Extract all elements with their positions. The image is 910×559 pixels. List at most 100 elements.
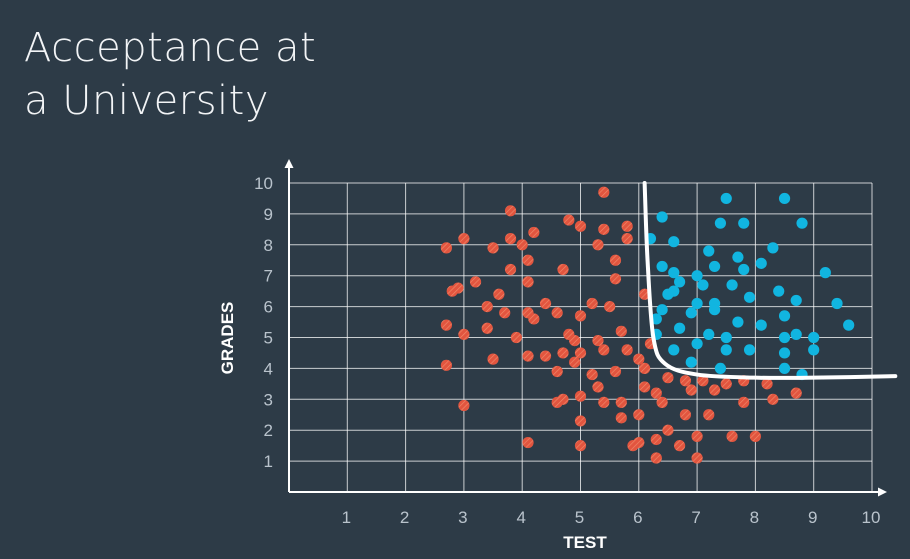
accepted-point <box>668 344 680 356</box>
x-axis-title: TEST <box>563 533 607 552</box>
accepted-point <box>778 310 791 322</box>
accepted-point <box>808 331 820 344</box>
rejected-point <box>650 452 662 464</box>
accepted-point <box>668 285 680 297</box>
accepted-point <box>720 344 732 356</box>
accepted-point <box>703 245 715 257</box>
accepted-point <box>720 331 732 344</box>
rejected-point <box>510 331 522 344</box>
rejected-point <box>481 322 493 334</box>
x-tick-label: 7 <box>691 508 700 527</box>
accepted-point <box>656 260 668 273</box>
rejected-point <box>650 387 662 399</box>
rejected-point <box>604 301 616 313</box>
accepted-point <box>831 297 843 310</box>
rejected-point <box>621 344 633 356</box>
rejected-point <box>528 313 540 325</box>
title-line-1: Acceptance at <box>24 25 317 71</box>
rejected-point <box>720 378 732 390</box>
decision-boundary-layer <box>642 181 898 380</box>
accepted-point <box>656 211 668 223</box>
x-tick-label: 6 <box>633 508 642 527</box>
accepted-point <box>738 263 750 276</box>
rejected-point <box>551 365 563 378</box>
rejected-point <box>708 384 721 396</box>
rejected-point <box>598 223 610 235</box>
x-axis-arrow <box>878 487 887 497</box>
rejected-point <box>499 307 511 319</box>
rejected-point <box>767 393 779 405</box>
accepted-point <box>819 267 831 279</box>
rejected-point <box>627 440 639 452</box>
title-line-2: a University <box>24 78 270 124</box>
accepted-point <box>703 328 715 341</box>
rejected-point <box>481 301 493 313</box>
rejected-point <box>487 242 499 254</box>
accepted-point <box>656 304 668 316</box>
rejected-point <box>504 233 517 245</box>
rejected-point <box>679 375 692 387</box>
rejected-point <box>557 393 569 405</box>
accepted-point <box>743 291 756 303</box>
x-tick-label: 10 <box>862 508 881 527</box>
data-points <box>440 186 855 464</box>
rejected-point <box>487 353 499 365</box>
rejected-point <box>586 368 598 381</box>
rejected-point <box>469 276 482 288</box>
accepted-point <box>674 322 686 334</box>
rejected-point <box>656 396 668 408</box>
accepted-point <box>726 279 738 291</box>
y-tick-label: 3 <box>264 390 273 409</box>
y-tick-label: 7 <box>264 267 273 286</box>
rejected-point <box>551 307 563 319</box>
rejected-point <box>598 186 610 198</box>
accepted-point <box>767 242 779 254</box>
y-axis-arrow <box>284 159 294 168</box>
rejected-point <box>574 220 587 232</box>
accepted-point <box>796 217 808 229</box>
rejected-point <box>539 350 552 362</box>
accepted-point <box>708 260 721 273</box>
accepted-point <box>714 217 727 229</box>
accepted-point <box>778 347 791 359</box>
rejected-point <box>633 409 645 421</box>
accepted-point <box>685 307 697 319</box>
rejected-point <box>516 239 528 251</box>
rejected-point <box>685 384 697 396</box>
rejected-point <box>522 350 534 362</box>
rejected-point <box>592 334 604 347</box>
rejected-point <box>639 362 651 374</box>
accepted-point <box>668 267 680 279</box>
rejected-point <box>586 297 598 310</box>
accepted-point <box>708 304 721 316</box>
rejected-point <box>621 233 633 245</box>
accepted-point <box>843 319 855 331</box>
rejected-point <box>569 334 581 347</box>
x-tick-label: 4 <box>516 508 525 527</box>
accepted-point <box>738 217 750 229</box>
rejected-point <box>569 356 581 368</box>
rejected-point <box>557 347 569 359</box>
rejected-point <box>458 399 470 412</box>
rejected-point <box>761 378 773 390</box>
y-tick-label: 10 <box>254 174 273 193</box>
rejected-point <box>574 440 587 452</box>
accepted-point <box>790 294 802 307</box>
x-tick-label: 9 <box>808 508 817 527</box>
rejected-point <box>539 297 552 310</box>
rejected-point <box>598 396 610 408</box>
rejected-point <box>522 276 534 288</box>
rejected-point <box>522 436 534 449</box>
rejected-point <box>615 396 627 408</box>
rejected-point <box>574 310 587 322</box>
rejected-point <box>679 409 692 421</box>
rejected-point <box>790 387 802 399</box>
rejected-point <box>662 372 674 384</box>
accepted-point <box>755 319 767 331</box>
rejected-point <box>592 239 604 251</box>
rejected-point <box>609 365 622 378</box>
rejected-point <box>615 325 627 337</box>
y-tick-label: 1 <box>264 452 273 471</box>
rejected-point <box>609 254 622 266</box>
rejected-point <box>674 440 686 452</box>
